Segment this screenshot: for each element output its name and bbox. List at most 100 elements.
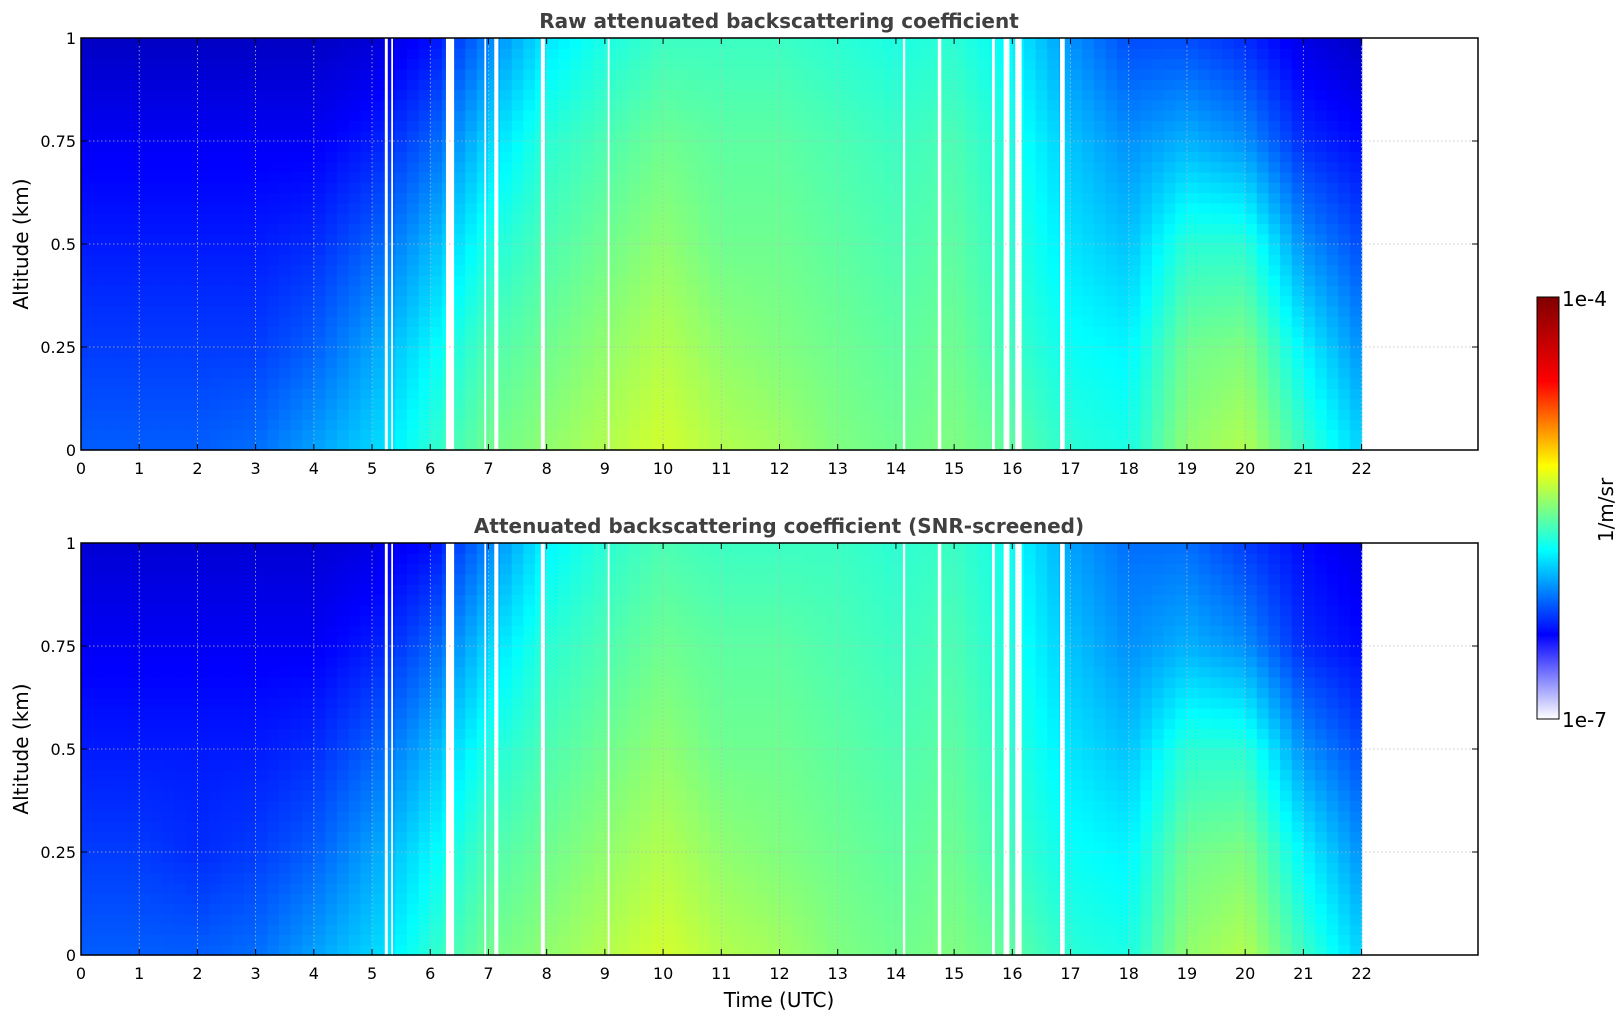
heatmap-cell: [1047, 68, 1060, 80]
heatmap-cell: [232, 182, 245, 194]
heatmap-cell: [81, 707, 94, 719]
heatmap-cell: [884, 388, 897, 400]
heatmap-cell: [744, 439, 757, 451]
heatmap-cell: [500, 336, 513, 348]
heatmap-cell: [558, 254, 571, 266]
heatmap-cell: [546, 120, 559, 132]
x-tick-label: 3: [251, 459, 261, 478]
heatmap-cell: [698, 439, 711, 451]
heatmap-cell: [802, 182, 816, 194]
heatmap-cell: [1338, 305, 1351, 317]
heatmap-cell: [150, 305, 164, 317]
heatmap-cell: [139, 646, 152, 657]
heatmap-cell: [302, 285, 315, 297]
heatmap-cell: [721, 58, 734, 70]
heatmap-cell: [802, 254, 816, 266]
heatmap-cell: [150, 924, 164, 935]
heatmap-cell: [104, 99, 117, 111]
heatmap-cell: [430, 295, 443, 307]
heatmap-cell: [849, 99, 862, 111]
heatmap-cell: [1152, 99, 1165, 111]
heatmap-cell: [81, 89, 94, 101]
heatmap-cell: [313, 120, 327, 132]
heatmap-cell: [732, 182, 746, 194]
heatmap-cell: [663, 151, 676, 163]
heatmap-cell: [197, 872, 210, 884]
heatmap-cell: [197, 274, 210, 286]
heatmap-cell: [1163, 130, 1176, 142]
heatmap-cell: [476, 120, 490, 132]
heatmap-cell: [348, 367, 361, 379]
heatmap-cell: [395, 254, 408, 266]
heatmap-cell: [500, 161, 513, 173]
heatmap-cell: [849, 89, 862, 101]
heatmap-cell: [278, 202, 292, 214]
heatmap-cell: [1268, 79, 1281, 91]
heatmap-cell: [209, 759, 222, 771]
heatmap-cell: [1291, 151, 1304, 163]
heatmap-cell: [1152, 223, 1165, 235]
heatmap-cell: [744, 357, 757, 369]
heatmap-cell: [127, 192, 140, 204]
heatmap-cell: [92, 573, 105, 585]
heatmap-cell: [1268, 120, 1281, 132]
heatmap-cell: [220, 377, 233, 389]
heatmap-cell: [500, 79, 513, 91]
heatmap-cell: [406, 419, 420, 430]
heatmap-cell: [162, 944, 175, 956]
heatmap-cell: [220, 285, 233, 297]
heatmap-cell: [628, 38, 641, 49]
heatmap-cell: [1268, 233, 1281, 245]
heatmap-cell: [826, 388, 839, 400]
heatmap-cell: [453, 336, 466, 348]
heatmap-cell: [255, 295, 268, 307]
heatmap-cell: [523, 254, 536, 266]
heatmap-cell: [162, 707, 175, 719]
heatmap-cell: [348, 316, 361, 327]
heatmap-cell: [1326, 295, 1339, 307]
heatmap-cell: [255, 99, 268, 111]
heatmap-cell: [1315, 357, 1328, 369]
heatmap-cell: [1326, 58, 1339, 70]
heatmap-cell: [255, 347, 268, 358]
heatmap-cell: [1280, 48, 1293, 60]
heatmap-cell: [1186, 202, 1200, 214]
heatmap-cell: [1082, 419, 1095, 430]
heatmap-cell: [465, 367, 478, 379]
heatmap-cell: [127, 99, 140, 111]
heatmap-cell: [185, 388, 199, 400]
heatmap-cell: [1070, 326, 1083, 338]
heatmap-cell: [383, 336, 396, 348]
heatmap-cell: [372, 367, 385, 379]
heatmap-cell: [81, 110, 94, 121]
heatmap-cell: [732, 223, 746, 235]
heatmap-cell: [302, 305, 315, 317]
heatmap-cell: [709, 223, 722, 235]
heatmap-cell: [1058, 285, 1072, 297]
heatmap-cell: [92, 419, 105, 430]
heatmap-cell: [814, 38, 827, 49]
heatmap-cell: [465, 336, 478, 348]
heatmap-cell: [989, 79, 1002, 91]
heatmap-cell: [1233, 439, 1246, 451]
heatmap-cell: [1210, 141, 1223, 152]
heatmap-cell: [325, 89, 338, 101]
heatmap-cell: [372, 326, 385, 338]
heatmap-cell: [779, 38, 792, 49]
heatmap-cell: [1338, 336, 1351, 348]
heatmap-cell: [721, 233, 734, 245]
heatmap-cell: [1349, 295, 1363, 307]
heatmap-cell: [115, 810, 129, 822]
heatmap-cell: [267, 316, 280, 327]
heatmap-cell: [278, 58, 292, 70]
heatmap-cell: [430, 429, 443, 441]
heatmap-cell: [255, 68, 268, 80]
heatmap-cell: [511, 120, 524, 132]
heatmap-cell: [523, 285, 536, 297]
heatmap-cell: [1047, 388, 1060, 400]
heatmap-cell: [267, 233, 280, 245]
heatmap-cell: [290, 408, 303, 420]
heatmap-cell: [418, 295, 431, 307]
heatmap-cell: [92, 676, 105, 688]
heatmap-cell: [1280, 439, 1293, 451]
